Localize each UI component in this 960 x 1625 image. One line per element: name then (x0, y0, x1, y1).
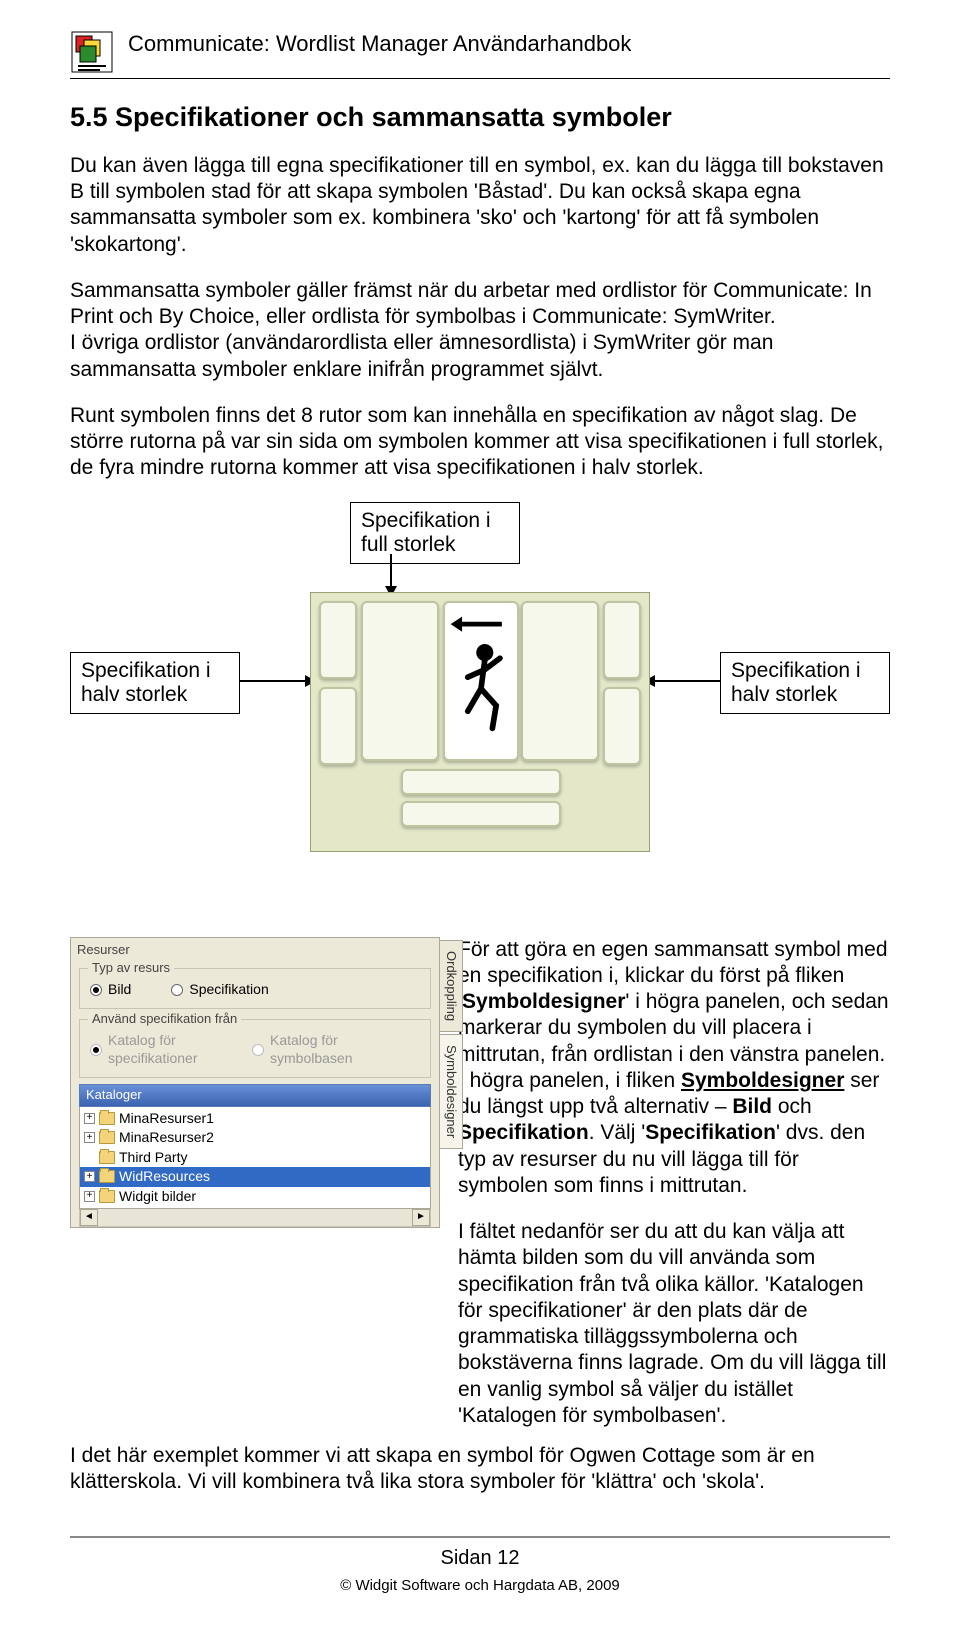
folder-icon (99, 1131, 115, 1144)
tree-item-label: Widgit bilder (119, 1188, 196, 1206)
folder-icon (99, 1170, 115, 1183)
page-number: Sidan 12 (70, 1546, 890, 1571)
symbol-slots-diagram: Specifikation i full storlek Specifikati… (70, 502, 890, 882)
expand-icon[interactable]: + (84, 1132, 95, 1143)
radio-bild-label: Bild (108, 981, 131, 999)
instr-para-3: I fältet nedanför ser du att du kan välj… (458, 1219, 890, 1429)
horizontal-scrollbar[interactable]: ◄ ► (79, 1209, 431, 1227)
radio-katalog-spec-label: Katalog för specifikationer (108, 1032, 228, 1067)
scroll-right-button[interactable]: ► (412, 1209, 430, 1226)
instr-para-1: För att göra en egen sammansatt symbol m… (458, 937, 890, 1068)
instructions-column: För att göra en egen sammansatt symbol m… (458, 937, 890, 1430)
half-slot-bottom-right[interactable] (603, 687, 641, 765)
section-heading: 5.5 Specifikationer och sammansatta symb… (70, 101, 890, 135)
label-full-size: Specifikation i full storlek (350, 502, 520, 564)
half-slot-top-right[interactable] (603, 601, 641, 679)
group-resource-type-title: Typ av resurs (88, 960, 174, 976)
tree-item-label: MinaResurser2 (119, 1129, 214, 1147)
tree-item-label: WidResources (119, 1168, 210, 1186)
tree-item[interactable]: + MinaResurser1 (80, 1109, 430, 1129)
vertical-tabs: Ordkoppling Symboldesigner (440, 940, 463, 1151)
radio-katalog-spec: Katalog för specifikationer (90, 1032, 228, 1067)
radio-dot-checked-icon (90, 984, 102, 996)
group-spec-source: Använd specifikation från Katalog för sp… (79, 1019, 431, 1078)
tree-item-selected[interactable]: + WidResources (80, 1167, 430, 1187)
radio-spec-label: Specifikation (189, 981, 268, 999)
panel-section-label: Resurser (77, 942, 431, 958)
kataloger-tree[interactable]: + MinaResurser1 + MinaResurser2 Third Part… (79, 1107, 431, 1210)
wide-slot-1[interactable] (401, 769, 561, 795)
tree-item-label: Third Party (119, 1149, 187, 1167)
folder-icon (99, 1112, 115, 1125)
radio-dot-disabled-icon (90, 1044, 102, 1056)
paragraph-2: Sammansatta symboler gäller främst när d… (70, 278, 890, 383)
app-logo-icon (70, 30, 114, 74)
half-slot-top-left[interactable] (319, 601, 357, 679)
full-slot-right[interactable] (521, 601, 599, 761)
scroll-left-button[interactable]: ◄ (80, 1209, 98, 1226)
instr-para-2: I högra panelen, i fliken Symboldesigner… (458, 1068, 890, 1199)
paragraph-1: Du kan även lägga till egna specifikatio… (70, 153, 890, 258)
center-symbol-slot[interactable] (443, 601, 519, 761)
arrow-right-label (645, 680, 720, 682)
document-title: Communicate: Wordlist Manager Användarha… (128, 30, 631, 58)
tab-ordkoppling[interactable]: Ordkoppling (440, 940, 463, 1032)
wide-slot-2[interactable] (401, 801, 561, 827)
resources-panel: Resurser Typ av resurs Bild Specifikatio… (70, 937, 440, 1229)
kataloger-header: Kataloger (79, 1084, 431, 1106)
arrow-left-label (240, 680, 315, 682)
label-half-size-left: Specifikation i halv storlek (70, 652, 240, 714)
copyright-line: © Widgit Software och Hargdata AB, 2009 (70, 1577, 890, 1596)
expand-icon[interactable]: + (84, 1191, 95, 1202)
group-resource-type: Typ av resurs Bild Specifikation (79, 968, 431, 1010)
radio-katalog-symbolbas: Katalog för symbolbasen (252, 1032, 390, 1067)
document-header: Communicate: Wordlist Manager Användarha… (70, 30, 890, 79)
symbol-editor-panel (310, 592, 650, 852)
full-slot-left[interactable] (361, 601, 439, 761)
expand-icon[interactable]: + (84, 1113, 95, 1124)
tree-item[interactable]: + MinaResurser2 (80, 1128, 430, 1148)
paragraph-last: I det här exemplet kommer vi att skapa e… (70, 1443, 890, 1496)
arrow-full-to-slot (390, 554, 392, 596)
tree-item[interactable]: Third Party (80, 1148, 430, 1168)
tree-item[interactable]: + Widgit bilder (80, 1187, 430, 1207)
scroll-track[interactable] (98, 1209, 412, 1226)
label-half-size-right: Specifikation i halv storlek (720, 652, 890, 714)
half-slot-bottom-left[interactable] (319, 687, 357, 765)
page-footer: Sidan 12 © Widgit Software och Hargdata … (70, 1536, 890, 1596)
running-person-with-arrow-icon (445, 603, 517, 759)
radio-katalog-symbolbas-label: Katalog för symbolbasen (270, 1032, 390, 1067)
expand-icon[interactable]: + (84, 1171, 95, 1182)
tree-item-label: MinaResurser1 (119, 1110, 214, 1128)
resource-panel-row: Resurser Typ av resurs Bild Specifikatio… (70, 937, 890, 1430)
radio-dot-disabled-icon (252, 1044, 264, 1056)
radio-bild[interactable]: Bild (90, 981, 131, 999)
group-spec-source-title: Använd specifikation från (88, 1011, 241, 1027)
paragraph-3: Runt symbolen finns det 8 rutor som kan … (70, 403, 890, 482)
tab-symboldesigner[interactable]: Symboldesigner (440, 1034, 463, 1149)
folder-icon (99, 1151, 115, 1164)
radio-dot-icon (171, 984, 183, 996)
folder-icon (99, 1190, 115, 1203)
radio-specifikation[interactable]: Specifikation (171, 981, 268, 999)
